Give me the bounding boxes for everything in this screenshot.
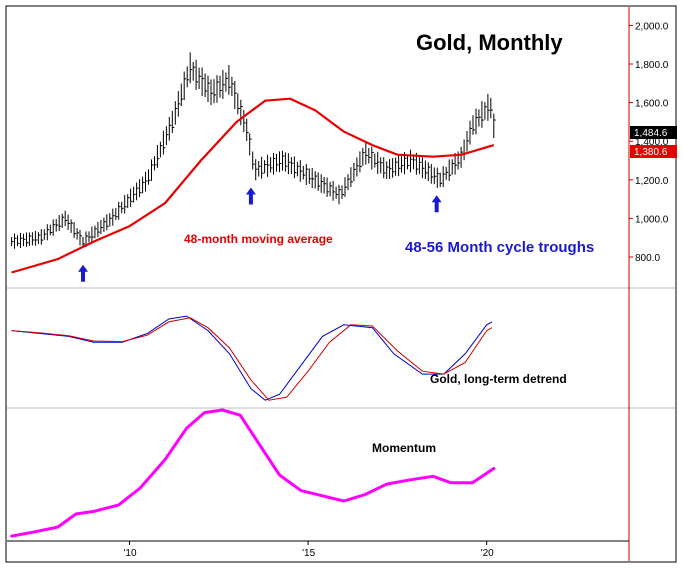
moving-average-line (11, 97, 495, 274)
chart-frame (5, 5, 677, 563)
last-price-box (630, 126, 677, 139)
moving-average-panel (11, 97, 495, 274)
cycle-trough-arrow (78, 264, 89, 282)
y-tick-label: 1,200.0 (635, 176, 669, 187)
y-tick-label: 800.0 (635, 253, 660, 264)
annotation-cycle-troughs: 48-56 Month cycle troughs (405, 239, 594, 256)
momentum-line (10, 408, 496, 538)
detrend-label: Gold, long-term detrend (430, 372, 567, 386)
momentum-label: Momentum (372, 441, 436, 455)
momentum-panel (10, 408, 496, 538)
last-ma-box (630, 145, 677, 158)
last-price-label: 1,484.6 (634, 128, 668, 139)
chart-title: Gold, Monthly (416, 30, 563, 55)
y-tick-label: 1,000.0 (635, 214, 669, 225)
last-ma-label: 1,380.6 (634, 147, 668, 158)
detrend-line (11, 317, 493, 401)
x-tick-label: '10 (124, 548, 137, 559)
cycle-trough-arrows (78, 187, 442, 282)
y-tick-label: 2,000.0 (635, 21, 669, 32)
annotation-moving-average: 48-month moving average (184, 232, 333, 246)
y-tick-label: 1,400.0 (635, 137, 669, 148)
cycle-trough-arrow (245, 187, 256, 205)
detrend-line (11, 315, 493, 401)
x-axis: '10 '15 '20 (7, 540, 629, 559)
y-tick-label: 1,600.0 (635, 99, 669, 110)
x-tick-label: '20 (481, 548, 494, 559)
y-tick-label: 1,800.0 (635, 60, 669, 71)
price-panel (11, 52, 496, 249)
price-y-axis: 2,000.0 1,800.0 1,600.0 1,400.0 1,200.0 1,000… (629, 21, 669, 264)
detrend-panel (11, 315, 493, 401)
x-tick-label: '15 (302, 548, 315, 559)
cycle-trough-arrow (431, 195, 442, 213)
